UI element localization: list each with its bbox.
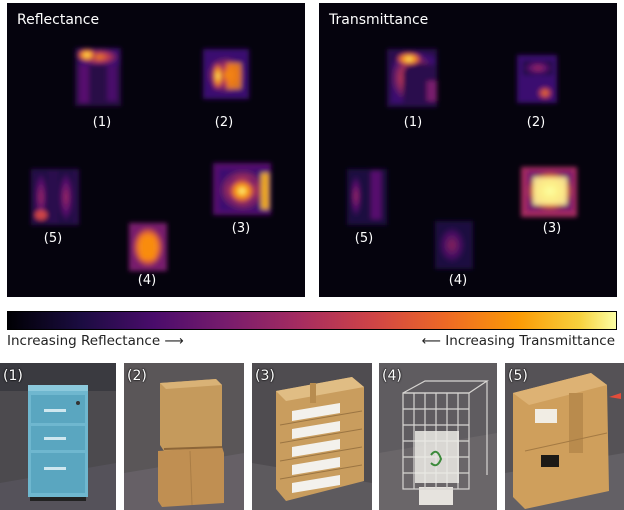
colorbar-left-label: Increasing Reflectance ⟶ (7, 333, 184, 349)
photo-label-2: (2) (127, 368, 147, 384)
reflectance-blob-3 (213, 163, 271, 215)
reflectance-title: Reflectance (17, 12, 100, 28)
colorbar-right-label: ⟵ Increasing Transmittance (421, 333, 615, 349)
transmittance-blob-5 (347, 169, 387, 225)
transmittance-label-2: (2) (526, 115, 546, 130)
photo-label-3: (3) (255, 368, 275, 384)
transmittance-blob-2 (517, 55, 557, 103)
photo-cardboard-boxes: (2) (124, 363, 244, 510)
colorbar (7, 311, 617, 330)
reflectance-label-2: (2) (214, 115, 234, 130)
photo-label-1: (1) (3, 368, 23, 384)
photo-wire-cage: (4) (379, 363, 497, 510)
reflectance-heatmap: Reflectance (1) (2) (5) (3) (4) (7, 3, 305, 297)
reflectance-blob-4 (129, 223, 167, 271)
transmittance-label-1: (1) (403, 115, 423, 130)
reflectance-blob-1 (75, 48, 121, 106)
reflectance-blob-2 (203, 49, 249, 99)
photo-label-5: (5) (508, 368, 528, 384)
reflectance-heatmap-image (31, 48, 271, 271)
transmittance-label-5: (5) (354, 231, 374, 246)
transmittance-heatmap: Transmittance (1) (2) (5) (3) (4) (319, 3, 617, 297)
transmittance-blob-4 (435, 221, 473, 269)
transmittance-heatmap-image (347, 49, 577, 269)
photo-filing-cabinet: (1) (0, 363, 116, 510)
transmittance-label-3: (3) (542, 221, 562, 236)
transmittance-blob-1 (387, 49, 437, 107)
transmittance-title: Transmittance (329, 12, 429, 28)
transmittance-blob-3 (521, 167, 577, 217)
photo-label-4: (4) (382, 368, 402, 384)
photo-large-box: (5) (505, 363, 624, 510)
reflectance-label-1: (1) (92, 115, 112, 130)
reflectance-label-4: (4) (137, 273, 157, 288)
transmittance-label-4: (4) (448, 273, 468, 288)
reflectance-label-3: (3) (231, 221, 251, 236)
photo-labeled-boxes: (3) (252, 363, 372, 510)
reflectance-blob-5 (31, 169, 79, 225)
reflectance-label-5: (5) (43, 231, 63, 246)
